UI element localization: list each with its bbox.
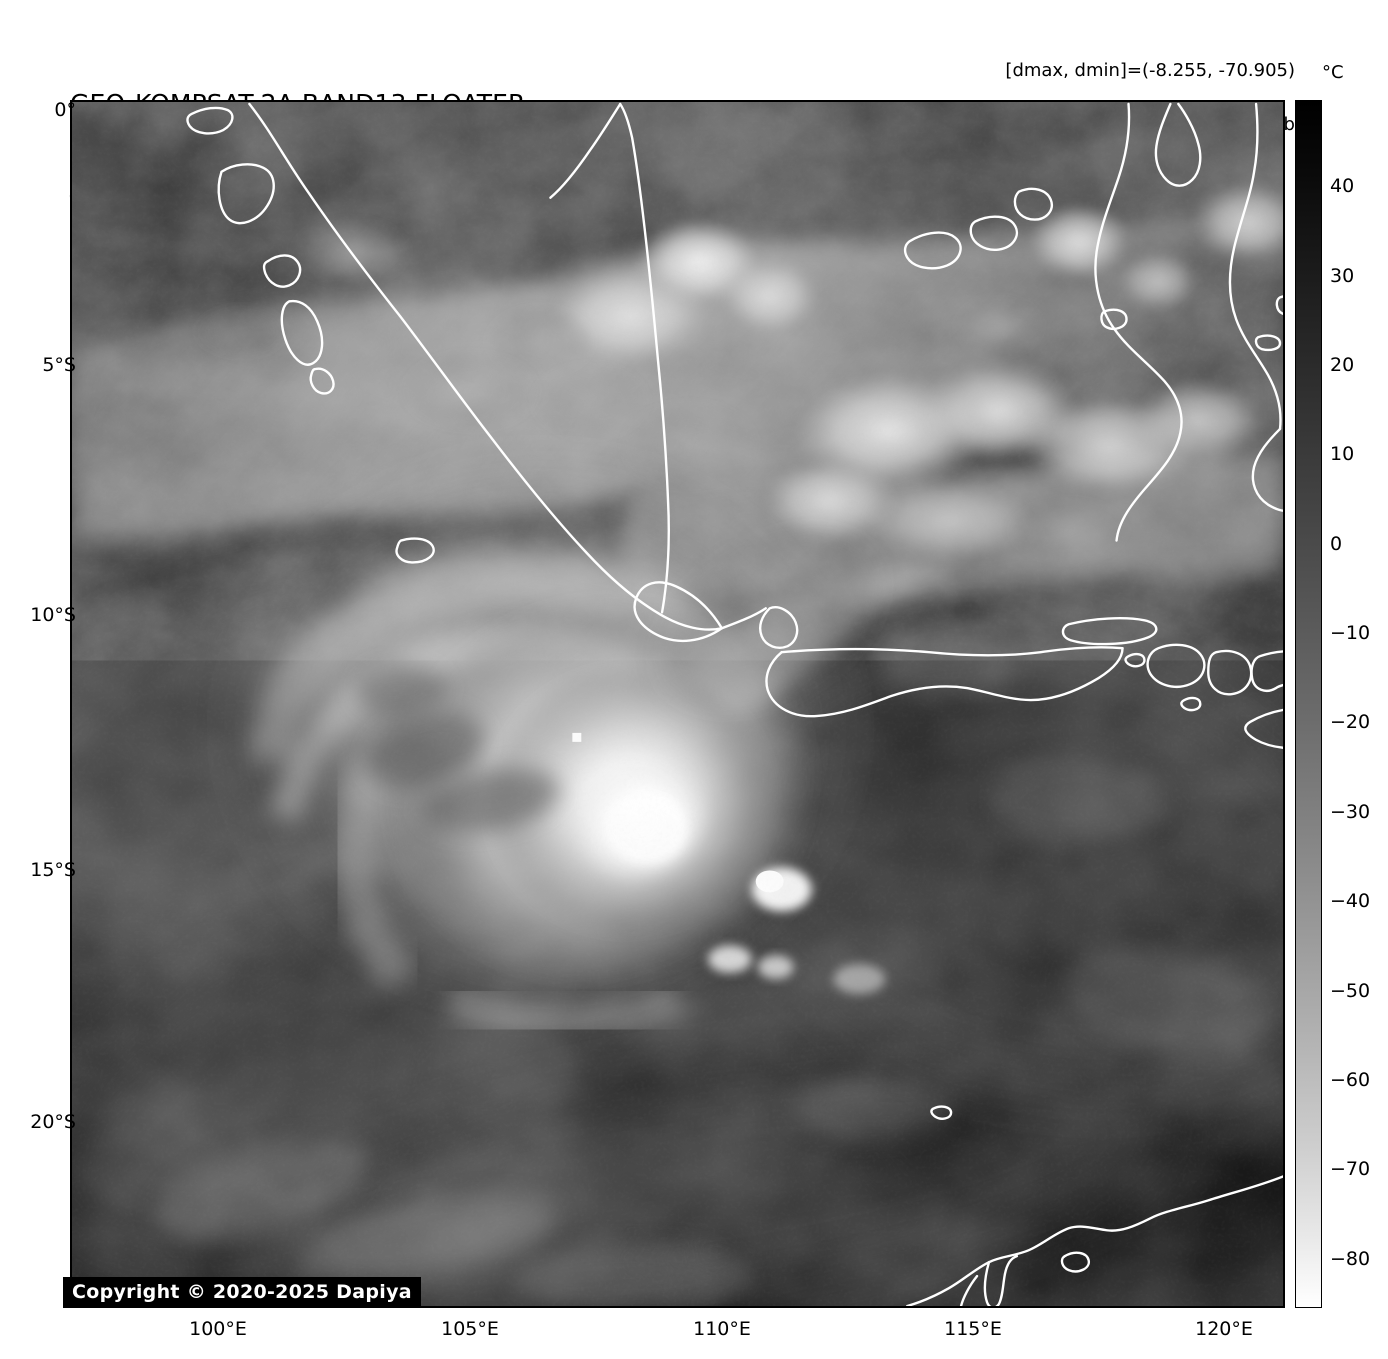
satellite-image-plot[interactable] <box>70 100 1285 1308</box>
x-tick-0: 100°E <box>189 1318 247 1340</box>
cbar-tick-0: 0 <box>1330 533 1343 555</box>
cbar-tick-m60: −60 <box>1330 1069 1371 1091</box>
copyright-watermark: Copyright © 2020-2025 Dapiya <box>63 1277 421 1308</box>
y-tick-1: 5°S <box>42 354 76 376</box>
cbar-tick-m70: −70 <box>1330 1158 1371 1180</box>
cbar-tick-m30: −30 <box>1330 801 1371 823</box>
satellite-ir-raster <box>72 102 1283 1306</box>
y-tick-0: 0° <box>54 99 76 121</box>
cbar-tick-m40: −40 <box>1330 890 1371 912</box>
cbar-tick-m10: −10 <box>1330 622 1371 644</box>
cbar-tick-40: 40 <box>1330 175 1355 197</box>
cbar-tick-m80: −80 <box>1330 1248 1371 1270</box>
cbar-tick-20: 20 <box>1330 354 1355 376</box>
colorbar-unit-label: °C <box>1322 62 1344 83</box>
x-tick-2: 110°E <box>693 1318 751 1340</box>
y-tick-4: 20°S <box>30 1111 76 1133</box>
y-tick-2: 10°S <box>30 604 76 626</box>
cbar-tick-m50: −50 <box>1330 980 1371 1002</box>
colorbar-gradient <box>1296 101 1321 1307</box>
coastline-overlay <box>186 102 1283 1306</box>
cbar-tick-10: 10 <box>1330 443 1355 465</box>
x-tick-1: 105°E <box>441 1318 499 1340</box>
x-tick-4: 120°E <box>1195 1318 1253 1340</box>
cbar-tick-m20: −20 <box>1330 711 1371 733</box>
dmax-dmin-annotation: [dmax, dmin]=(-8.255, -70.905) <box>1005 60 1295 81</box>
cbar-tick-30: 30 <box>1330 265 1355 287</box>
x-tick-3: 115°E <box>944 1318 1002 1340</box>
y-tick-3: 15°S <box>30 859 76 881</box>
temperature-colorbar[interactable] <box>1295 100 1322 1308</box>
